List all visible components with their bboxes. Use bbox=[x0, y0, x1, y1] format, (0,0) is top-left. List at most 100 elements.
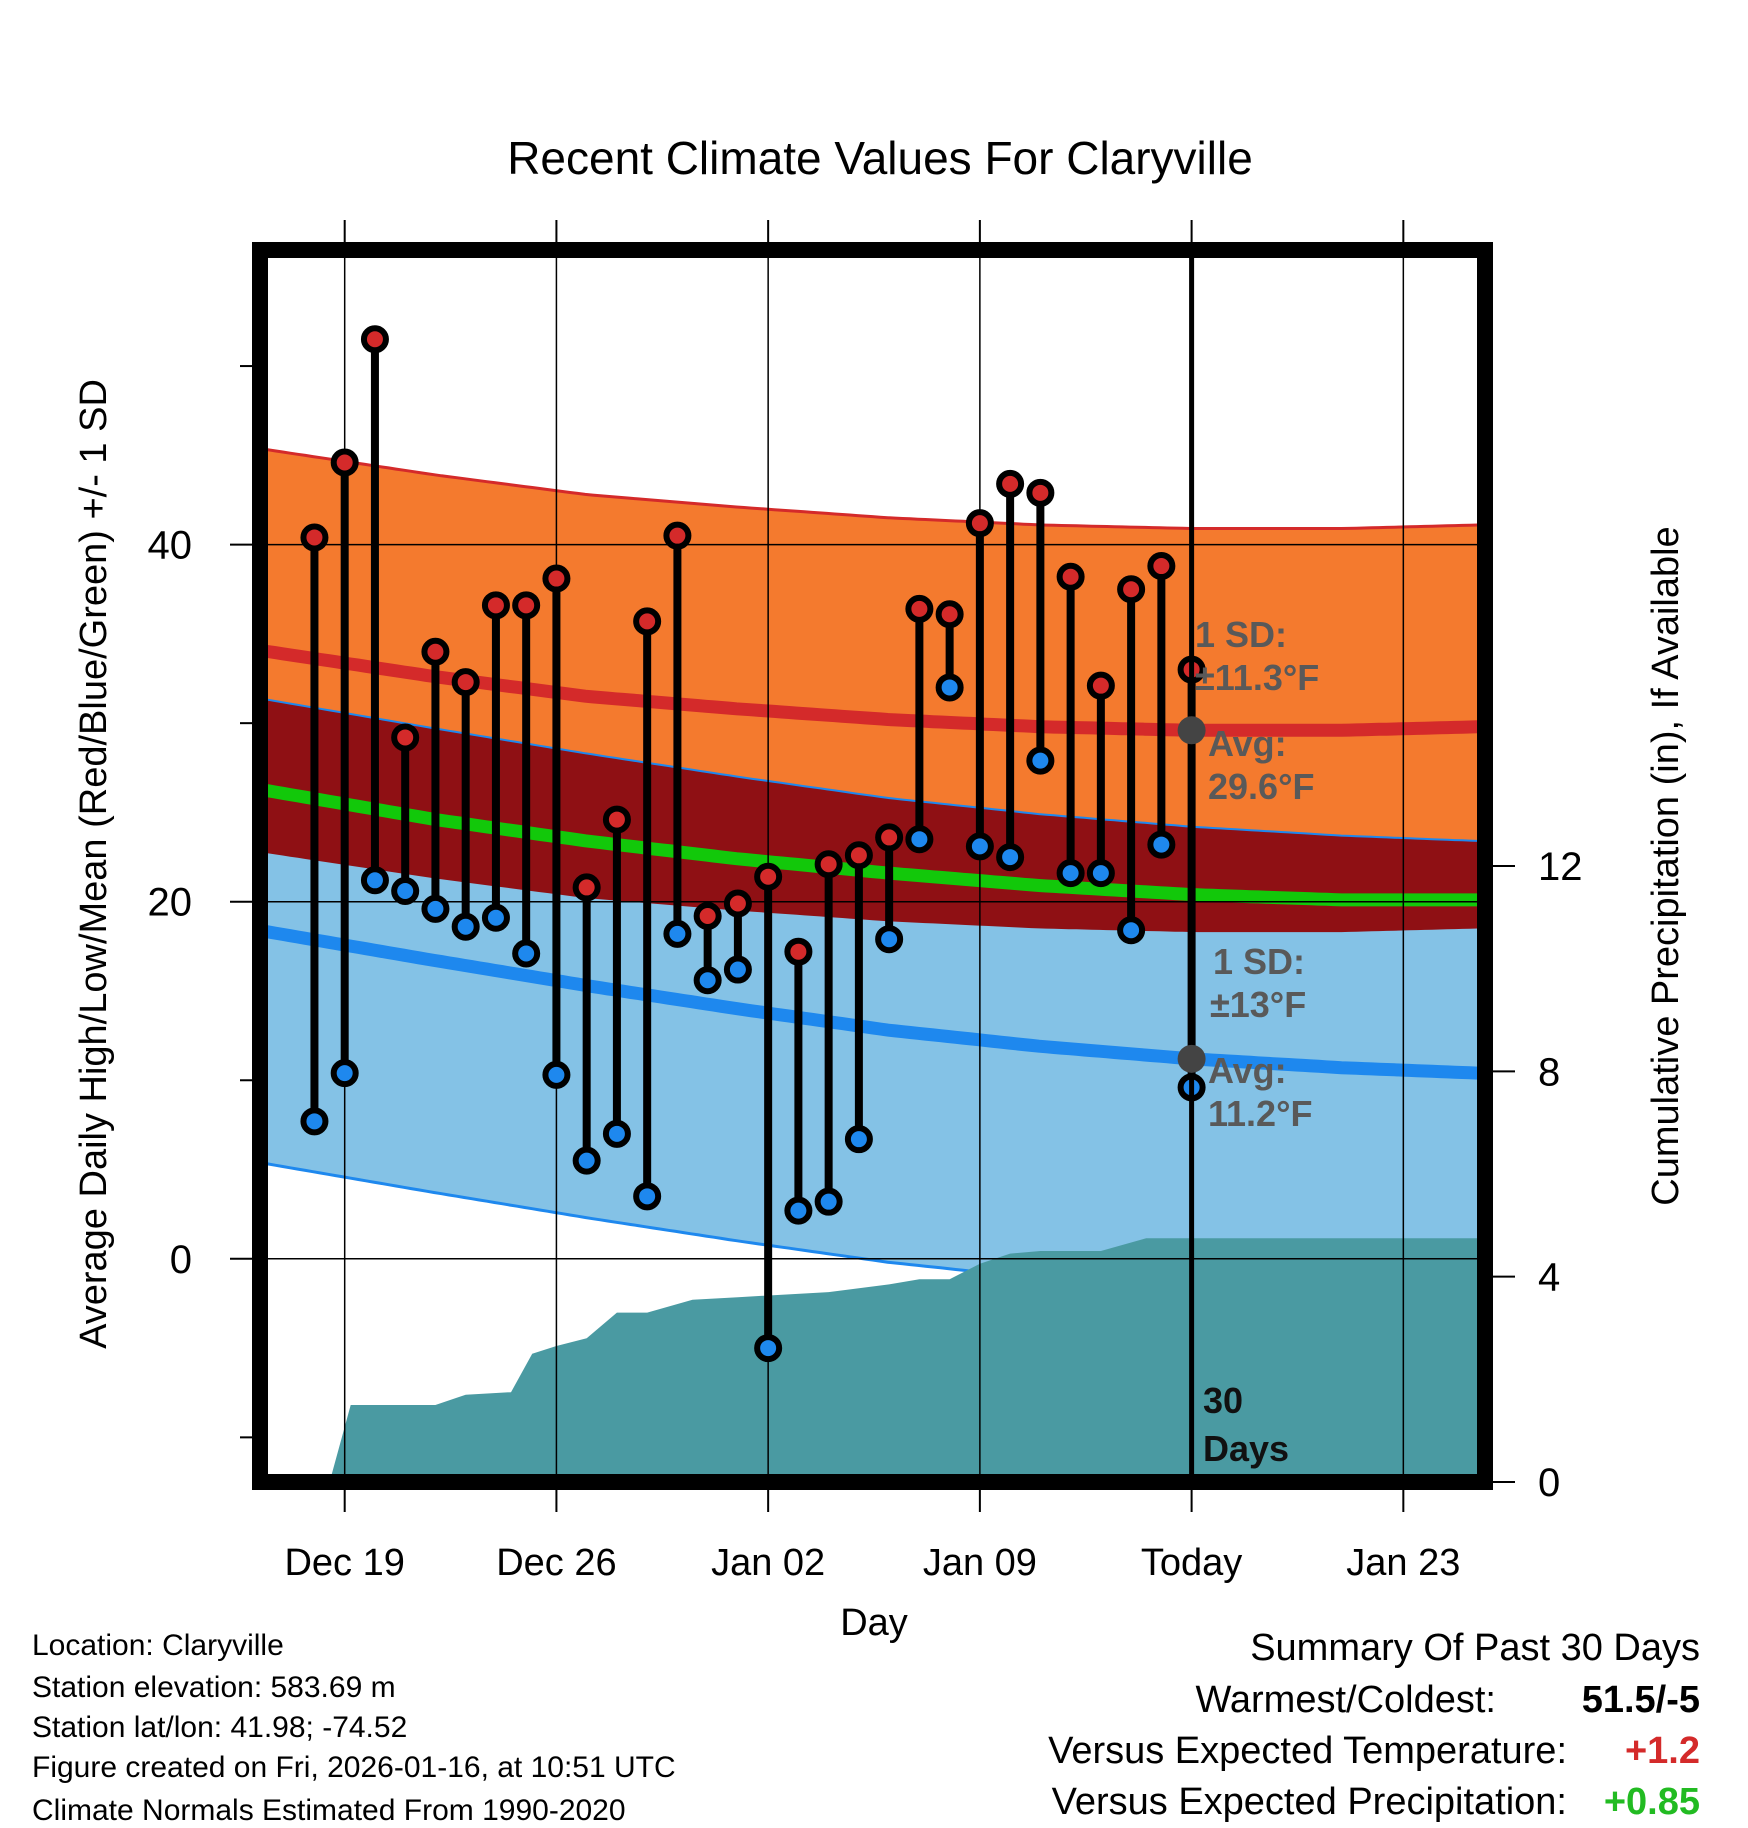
axis-tick-labels: Dec 19 Dec 26 Jan 02 Jan 09 Today Jan 2302040… bbox=[148, 524, 1583, 1584]
daily-high-point bbox=[542, 564, 571, 593]
daily-low-point bbox=[421, 894, 450, 923]
station-latlon: Station lat/lon: 41.98; -74.52 bbox=[32, 1711, 407, 1744]
daily-low-point bbox=[451, 912, 480, 941]
days-annotation: 30 Days bbox=[1203, 1380, 1289, 1469]
daily-low-point bbox=[754, 1334, 783, 1363]
x-tick-label: Today bbox=[1141, 1542, 1242, 1584]
daily-high-point bbox=[1117, 575, 1146, 604]
low-annotation: 1 SD: ±13°F Avg: 11.2°F bbox=[1208, 941, 1312, 1134]
daily-high-point bbox=[421, 637, 450, 666]
daily-low-point bbox=[935, 673, 964, 702]
summary-temp-departure-value: +1.2 bbox=[1625, 1730, 1700, 1772]
daily-low-point bbox=[1147, 830, 1176, 859]
low-avg-label: Avg: bbox=[1208, 1050, 1287, 1091]
daily-low-point bbox=[1026, 746, 1055, 775]
daily-high-point bbox=[1026, 478, 1055, 507]
y-left-tick-label: 40 bbox=[148, 524, 193, 568]
y-left-tick-label: 20 bbox=[148, 881, 193, 925]
x-tick-label: Jan 09 bbox=[923, 1542, 1037, 1584]
daily-low-point bbox=[330, 1059, 359, 1088]
daily-low-point bbox=[814, 1187, 843, 1216]
daily-high-point bbox=[360, 325, 389, 354]
y-right-tick-label: 8 bbox=[1538, 1050, 1560, 1094]
today-low-avg-marker bbox=[1177, 1044, 1206, 1073]
climate-normals-note: Climate Normals Estimated From 1990-2020 bbox=[32, 1794, 626, 1827]
low-sd-value: ±13°F bbox=[1210, 984, 1306, 1025]
high-avg-label: Avg: bbox=[1208, 723, 1287, 764]
daily-low-point bbox=[996, 843, 1025, 872]
x-tick-label: Dec 26 bbox=[496, 1542, 616, 1584]
daily-high-point bbox=[572, 873, 601, 902]
summary-temp-departure-label: Versus Expected Temperature: bbox=[1048, 1730, 1567, 1772]
daily-range-bars bbox=[300, 325, 1206, 1363]
daily-low-point bbox=[875, 925, 904, 954]
daily-low-point bbox=[633, 1182, 662, 1211]
daily-low-point bbox=[602, 1119, 631, 1148]
days-count: 30 bbox=[1203, 1380, 1243, 1421]
x-axis-title: Day bbox=[840, 1602, 908, 1644]
daily-high-point bbox=[723, 889, 752, 918]
daily-high-point bbox=[663, 521, 692, 550]
daily-high-point bbox=[784, 937, 813, 966]
station-location: Location: Claryville bbox=[32, 1629, 284, 1662]
daily-high-point bbox=[965, 509, 994, 538]
daily-high-point bbox=[905, 594, 934, 623]
today-high-avg-marker bbox=[1177, 716, 1206, 745]
high-avg-value: 29.6°F bbox=[1208, 766, 1314, 807]
daily-high-point bbox=[633, 607, 662, 636]
high-band-top-edge bbox=[260, 447, 1485, 530]
daily-low-point bbox=[1086, 859, 1115, 888]
summary-title: Summary Of Past 30 Days bbox=[1250, 1627, 1700, 1669]
summary-precip-departure-label: Versus Expected Precipitation: bbox=[1052, 1781, 1567, 1823]
daily-high-point bbox=[330, 448, 359, 477]
y-right-tick-label: 12 bbox=[1538, 845, 1583, 889]
daily-low-point bbox=[784, 1196, 813, 1225]
daily-high-point bbox=[391, 723, 420, 752]
daily-high-point bbox=[300, 523, 329, 552]
y-axis-left-title: Average Daily High/Low/Mean (Red/Blue/Gr… bbox=[73, 379, 115, 1349]
daily-high-point bbox=[451, 668, 480, 697]
daily-low-point bbox=[965, 832, 994, 861]
summary-panel: Summary Of Past 30 Days Warmest/Coldest:… bbox=[1048, 1627, 1700, 1823]
daily-high-point bbox=[481, 591, 510, 620]
plot-frame bbox=[252, 242, 1493, 1490]
daily-low-point bbox=[300, 1107, 329, 1136]
days-word: Days bbox=[1203, 1428, 1289, 1469]
station-elevation: Station elevation: 583.69 m bbox=[32, 1671, 396, 1704]
daily-low-point bbox=[1056, 859, 1085, 888]
daily-low-point bbox=[360, 866, 389, 895]
y-left-tick-label: 0 bbox=[170, 1238, 192, 1282]
summary-precip-departure-value: +0.85 bbox=[1604, 1781, 1700, 1823]
daily-low-point bbox=[572, 1146, 601, 1175]
station-info: Location: Claryville Station elevation: … bbox=[32, 1629, 676, 1827]
daily-high-point bbox=[754, 862, 783, 891]
high-annotation: 1 SD: ±11.3°F Avg: 29.6°F bbox=[1195, 614, 1319, 807]
x-tick-label: Dec 19 bbox=[284, 1542, 404, 1584]
daily-low-point bbox=[1117, 916, 1146, 945]
daily-high-point bbox=[1086, 671, 1115, 700]
daily-low-point bbox=[723, 955, 752, 984]
daily-low-point bbox=[481, 903, 510, 932]
mean-overlap-band bbox=[260, 698, 1485, 933]
daily-low-point bbox=[905, 825, 934, 854]
daily-high-point bbox=[814, 850, 843, 879]
daily-high-point bbox=[875, 823, 904, 852]
daily-low-point bbox=[693, 966, 722, 995]
low-avg-value: 11.2°F bbox=[1208, 1093, 1312, 1134]
high-sd-value: ±11.3°F bbox=[1195, 657, 1319, 698]
daily-high-point bbox=[996, 469, 1025, 498]
daily-high-point bbox=[602, 805, 631, 834]
daily-high-point bbox=[844, 841, 873, 870]
daily-high-point bbox=[1056, 562, 1085, 591]
y-right-tick-label: 0 bbox=[1538, 1461, 1560, 1505]
daily-low-point bbox=[663, 919, 692, 948]
y-axis-right-title: Cumulative Precipitation (in), If Availa… bbox=[1645, 526, 1687, 1205]
daily-low-point bbox=[542, 1060, 571, 1089]
chart-title: Recent Climate Values For Claryville bbox=[507, 132, 1253, 184]
x-tick-label: Jan 23 bbox=[1346, 1542, 1460, 1584]
low-avg-line bbox=[260, 924, 1485, 1080]
daily-high-point bbox=[1147, 552, 1176, 581]
daily-high-point bbox=[935, 600, 964, 629]
plot-area bbox=[260, 250, 1485, 1482]
summary-warmest-coldest-label: Warmest/Coldest: bbox=[1195, 1679, 1496, 1721]
